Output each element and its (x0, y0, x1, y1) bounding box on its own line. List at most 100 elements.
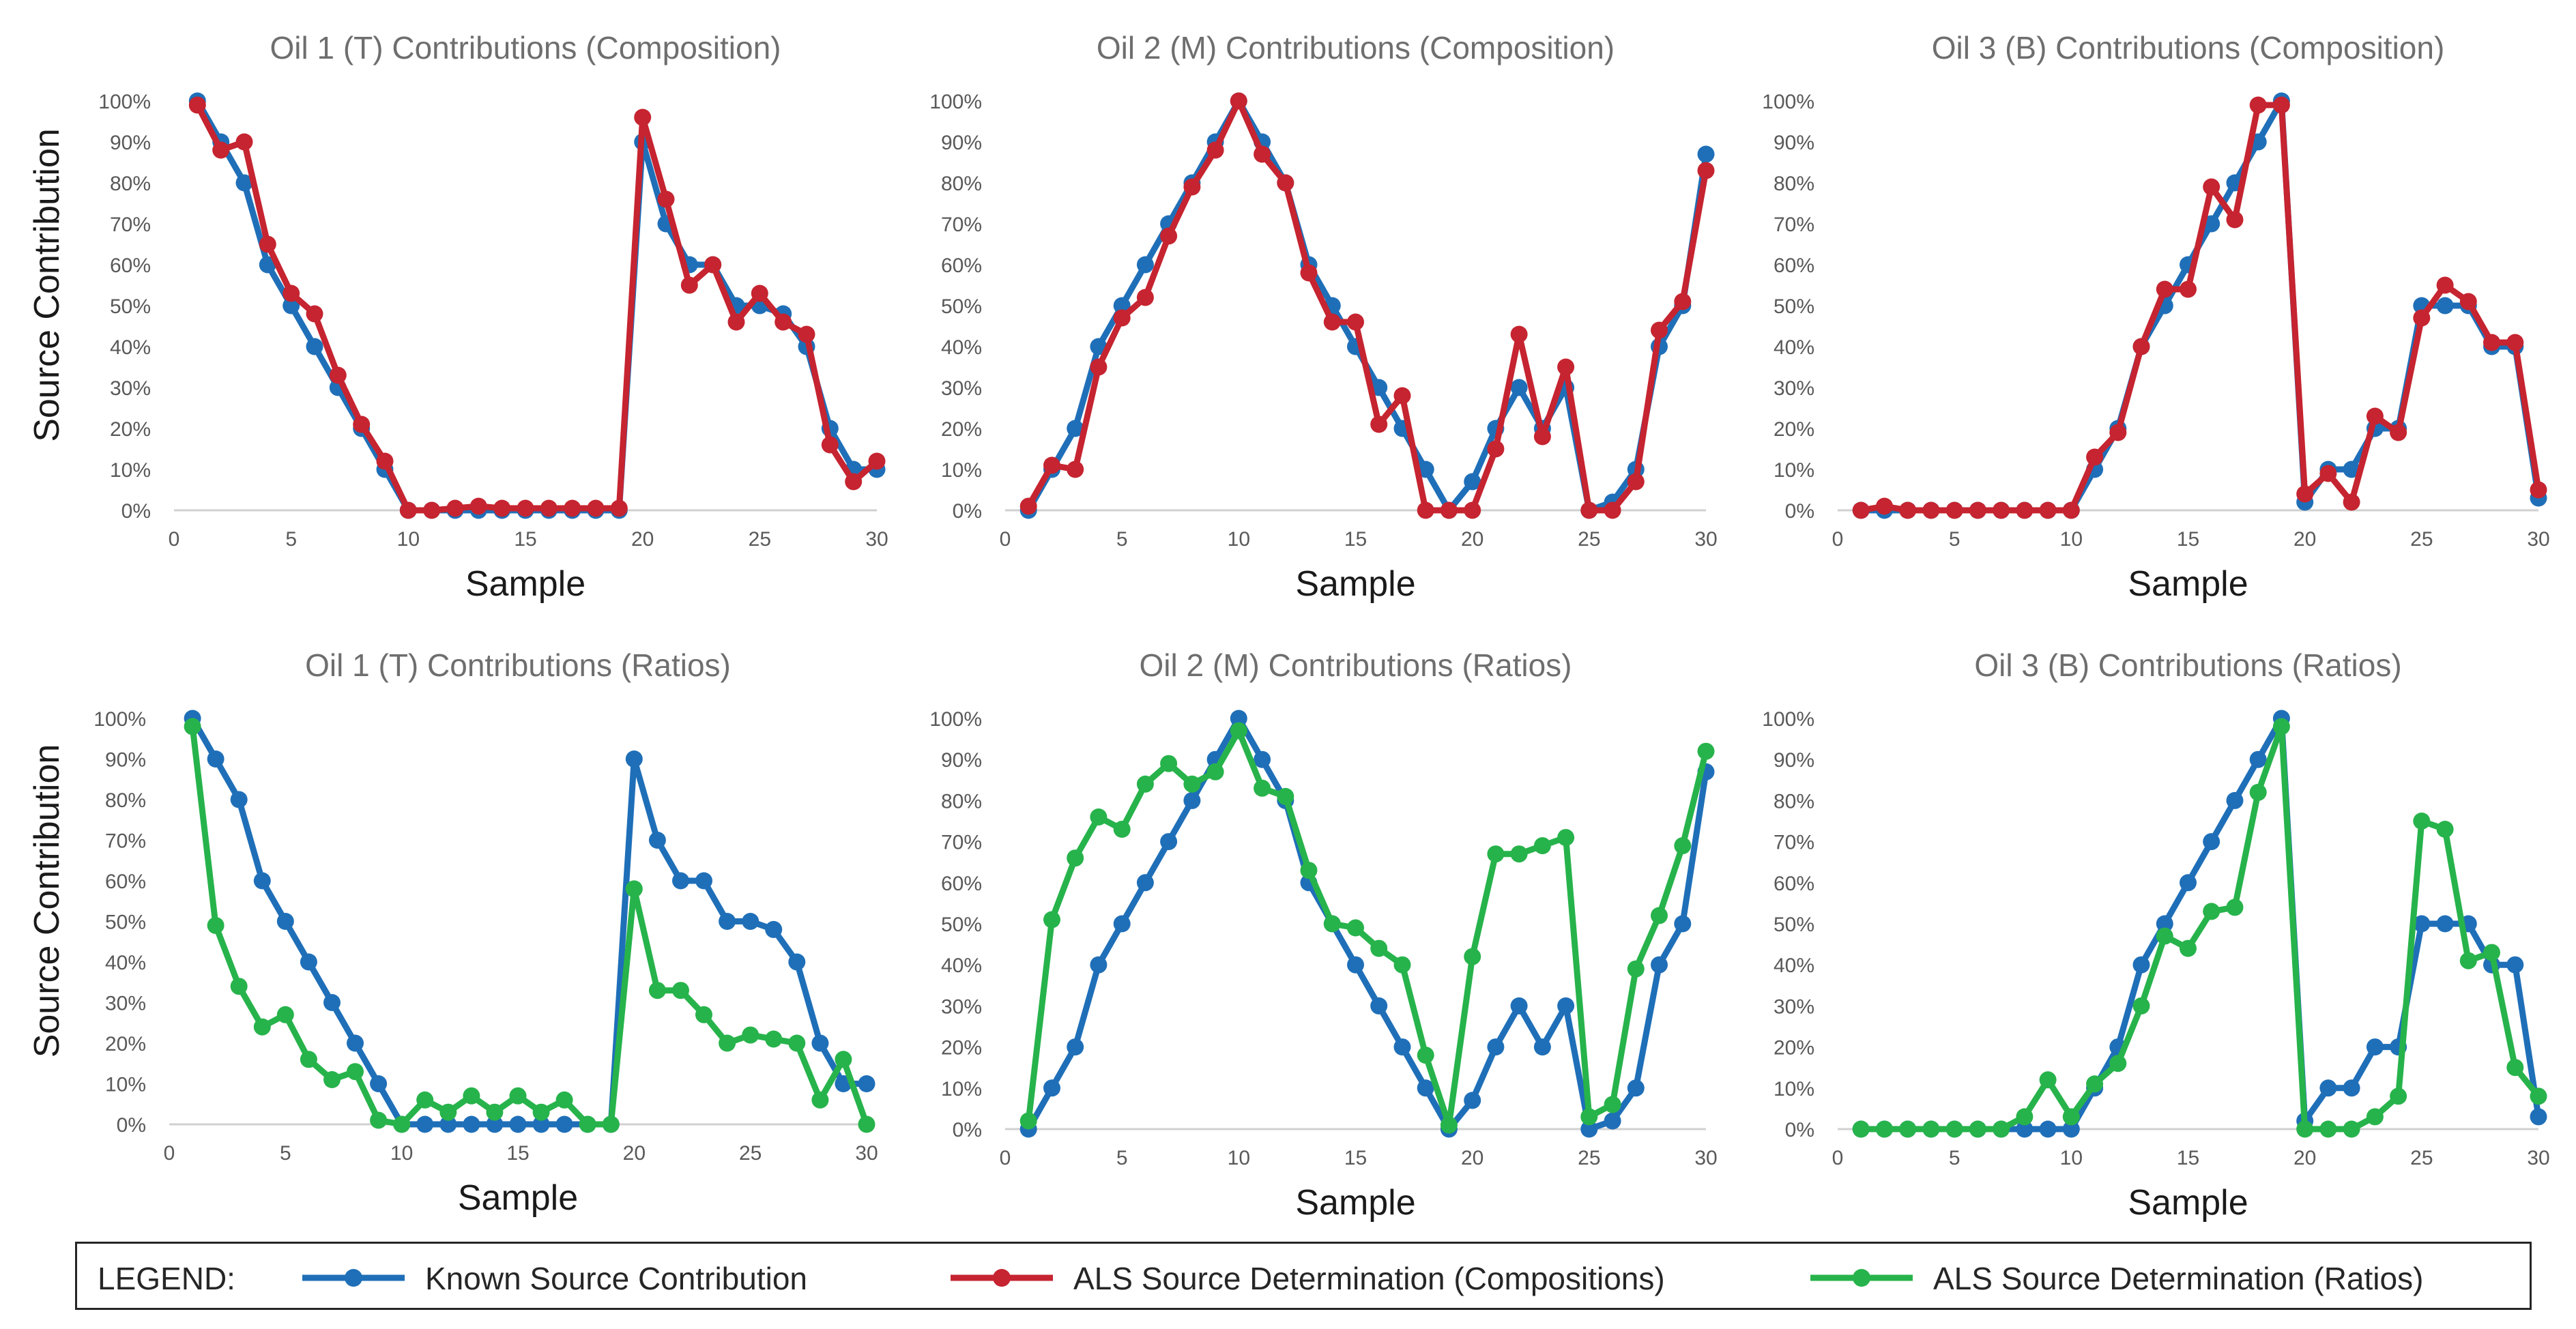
data-point (532, 1103, 550, 1121)
y-tick-label: 40% (105, 952, 146, 974)
y-tick-label: 40% (1774, 336, 1814, 359)
x-axis-label: Sample (465, 564, 585, 604)
data-point (1697, 742, 1715, 760)
data-point (1852, 501, 1870, 519)
data-point (788, 1034, 806, 1052)
data-point (1487, 845, 1505, 863)
data-point (2016, 501, 2034, 519)
data-point (648, 982, 666, 999)
data-point (1651, 321, 1668, 339)
data-point (868, 452, 886, 470)
data-point (765, 920, 783, 938)
data-point (184, 718, 201, 735)
data-point (2156, 915, 2173, 933)
y-tick-label: 100% (1762, 708, 1814, 731)
data-point (2436, 276, 2454, 294)
data-point (1370, 415, 1388, 433)
legend-label-known: Known Source Contribution (425, 1261, 807, 1296)
legend-label-als-compositions: ALS Source Determination (Compositions) (1073, 1261, 1665, 1296)
data-point (1510, 997, 1528, 1014)
data-point (2530, 1087, 2547, 1105)
data-point (283, 284, 300, 302)
x-tick-label: 25 (749, 528, 771, 551)
data-point (2249, 783, 2267, 801)
data-point (446, 499, 464, 517)
data-point (2436, 915, 2454, 933)
x-tick-label: 10 (2060, 528, 2083, 551)
data-point (1277, 787, 1294, 805)
x-tick-label: 5 (1949, 528, 1960, 551)
data-point (2343, 1120, 2360, 1138)
y-tick-label: 0% (1785, 1119, 1814, 1141)
x-tick-label: 30 (1694, 528, 1717, 551)
y-tick-label: 0% (117, 1114, 146, 1137)
data-point (416, 1115, 434, 1133)
data-point (845, 473, 863, 491)
y-tick-label: 40% (110, 336, 151, 359)
data-point (1067, 849, 1084, 867)
data-point (493, 499, 511, 517)
data-point (2530, 1108, 2547, 1126)
x-tick-label: 0 (1832, 528, 1844, 551)
data-point (2506, 1059, 2524, 1077)
data-point (1160, 755, 1178, 772)
data-point (2272, 718, 2290, 735)
data-point (775, 313, 792, 331)
data-point (1136, 775, 1154, 793)
data-point (727, 313, 745, 331)
data-point (393, 1115, 411, 1133)
data-point (509, 1087, 527, 1105)
y-tick-label: 80% (110, 173, 151, 195)
data-point (555, 1115, 573, 1133)
y-tick-label: 20% (110, 418, 151, 441)
data-point (2413, 915, 2431, 933)
data-point (2459, 293, 2477, 310)
x-tick-label: 5 (1116, 1147, 1128, 1169)
data-point (1090, 956, 1108, 974)
data-point (2180, 280, 2197, 298)
y-tick-label: 70% (1774, 214, 1814, 236)
x-tick-label: 15 (2177, 1147, 2199, 1169)
data-point (1043, 456, 1060, 474)
data-point (370, 1111, 388, 1129)
x-tick-label: 30 (2527, 1147, 2549, 1169)
y-tick-label: 20% (105, 1033, 146, 1055)
data-point (1206, 141, 1224, 159)
data-point (1347, 956, 1364, 974)
y-tick-label: 70% (110, 214, 151, 236)
data-point (2156, 280, 2173, 298)
series-line-2 (1025, 727, 1709, 1128)
y-tick-label: 100% (929, 91, 982, 113)
data-point (486, 1103, 504, 1121)
y-tick-label: 70% (941, 832, 982, 854)
data-point (540, 499, 558, 517)
data-point (276, 1006, 294, 1023)
data-point (1230, 92, 1247, 110)
data-point (858, 1115, 875, 1133)
data-point (2506, 956, 2524, 974)
data-point (634, 108, 652, 126)
data-point (1417, 1047, 1434, 1064)
data-point (2343, 1079, 2360, 1097)
data-point (1533, 428, 1551, 446)
chart-panel-3: Oil 3 (B) Contributions (Composition) 0% 1… (1762, 30, 2549, 604)
data-point (1899, 501, 1917, 519)
y-tick-label: 0% (953, 500, 982, 523)
y-tick-label: 100% (929, 708, 982, 731)
y-tick-label: 30% (105, 993, 146, 1015)
chart-panel-6: Oil 3 (B) Contributions (Ratios) 0% 10% 20%… (1762, 647, 2549, 1223)
x-tick-label: 0 (1000, 1147, 1011, 1169)
data-point (719, 1034, 736, 1052)
y-tick-label: 100% (98, 91, 151, 113)
y-tick-label: 90% (110, 132, 151, 154)
data-point (235, 133, 253, 151)
data-point (439, 1115, 457, 1133)
data-point (1300, 264, 1318, 282)
data-point (2366, 407, 2384, 425)
y-tick-label: 40% (941, 954, 982, 977)
data-point (2226, 791, 2244, 809)
data-point (648, 832, 666, 849)
x-tick-label: 25 (1578, 528, 1600, 551)
data-point (207, 917, 225, 934)
data-point (1370, 939, 1388, 957)
